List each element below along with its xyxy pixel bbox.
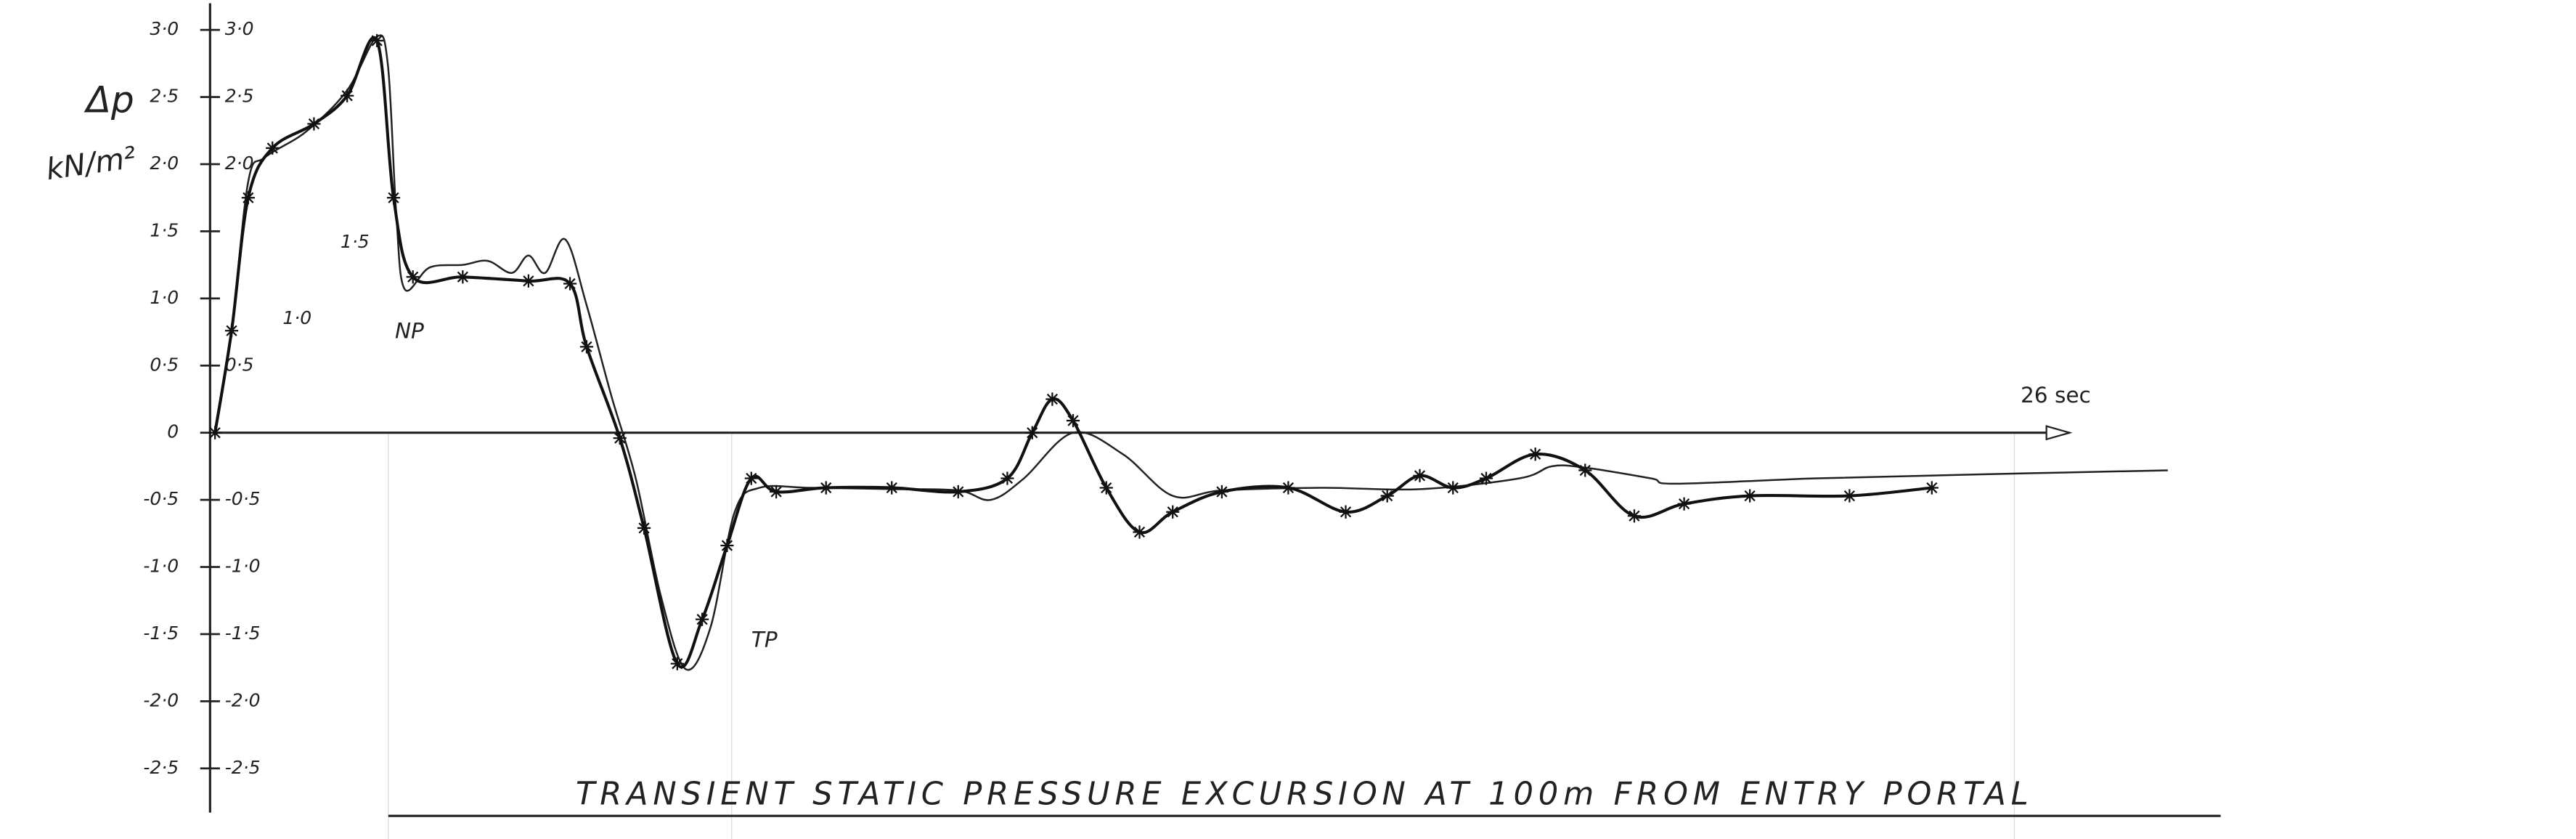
star-marker <box>1578 463 1592 477</box>
star-marker <box>1215 485 1229 499</box>
star-marker <box>819 481 833 495</box>
y-tick-label: 1·0 <box>150 287 179 308</box>
y-tick-label: -1·0 <box>143 556 179 577</box>
y-tick-label: 1·5 <box>150 219 179 240</box>
star-marker <box>563 277 577 291</box>
star-marker <box>744 471 758 485</box>
star-marker <box>1479 471 1493 485</box>
star-marker <box>1066 413 1080 428</box>
star-marker <box>1166 505 1180 519</box>
y-tick-label: 0·5 <box>150 354 179 375</box>
star-marker <box>1925 481 1939 495</box>
x-end-label: 26 sec <box>2021 383 2091 408</box>
y-tick-label: 3·0 <box>150 18 179 39</box>
star-marker <box>1528 447 1542 461</box>
y-tick-label: 0 <box>167 421 179 442</box>
plot-area: 3·0 2·5 2·0 1·5 1·0 0·5 0 -0·5 -1·0 -1·5 -2·0 -2·5 3… <box>143 18 2168 778</box>
star-marker <box>1281 481 1295 495</box>
y-tick-label: 2·5 <box>150 86 179 107</box>
annotation: TP <box>751 628 778 652</box>
star-marker <box>1446 481 1460 495</box>
star-marker <box>770 485 783 499</box>
star-marker <box>1025 426 1039 439</box>
star-marker <box>720 538 734 553</box>
star-marker <box>386 191 401 205</box>
y-tick-label: -1·5 <box>143 623 179 644</box>
star-marker <box>370 33 384 48</box>
star-marker <box>1677 497 1691 511</box>
y-tick-label: 2·0 <box>150 153 179 174</box>
star-marker <box>613 431 627 445</box>
y-tick-label: -2·0 <box>143 689 179 710</box>
star-marker <box>521 274 535 288</box>
star-marker <box>1099 481 1113 495</box>
star-marker <box>341 89 354 102</box>
star-marker <box>696 612 709 626</box>
y2-tick-label: 2·5 <box>225 86 254 107</box>
star-marker <box>637 521 651 535</box>
star-marker <box>579 340 594 354</box>
series-line <box>213 34 2168 671</box>
star-marker <box>1843 489 1856 503</box>
y2-tick-label: -1·0 <box>225 556 261 577</box>
star-marker <box>1380 489 1394 503</box>
star-marker <box>1000 471 1014 485</box>
star-marker <box>456 270 470 284</box>
star-marker <box>406 270 420 284</box>
y2-tick-label: 3·0 <box>225 18 254 39</box>
y2-tick-label: -2·5 <box>225 757 261 778</box>
y2-tick-label: -1·5 <box>225 623 261 644</box>
star-marker <box>670 657 684 670</box>
star-marker <box>1339 505 1353 519</box>
star-marker <box>1627 509 1642 523</box>
y-label: Δp <box>83 78 134 121</box>
annotation: NP <box>395 319 424 344</box>
star-marker <box>224 324 239 338</box>
y2-tick-label: -2·0 <box>225 689 261 710</box>
y2-tick-label: -0·5 <box>225 488 261 509</box>
y-tick-label: -2·5 <box>143 757 179 778</box>
y2-tick-label: 1·5 <box>341 231 370 252</box>
y-unit: kN/m² <box>44 139 138 187</box>
star-marker <box>208 426 222 439</box>
star-marker <box>241 191 255 205</box>
series-line <box>213 36 1933 669</box>
star-marker <box>1413 469 1427 482</box>
chart-title: TRANSIENT STATIC PRESSURE EXCURSION AT 1… <box>576 776 2033 812</box>
star-marker <box>1743 489 1757 503</box>
star-marker <box>266 141 280 155</box>
x-axis-arrow <box>2045 425 2073 441</box>
star-marker <box>307 117 321 131</box>
y2-tick-label: 1·0 <box>282 307 311 328</box>
y2-tick-label: 0·5 <box>225 354 254 375</box>
star-marker <box>1133 525 1146 539</box>
star-marker <box>885 481 899 495</box>
y2-tick-label: 2·0 <box>225 153 254 174</box>
star-marker <box>951 485 965 499</box>
y-tick-label: -0·5 <box>143 488 179 509</box>
star-marker <box>1046 392 1059 406</box>
